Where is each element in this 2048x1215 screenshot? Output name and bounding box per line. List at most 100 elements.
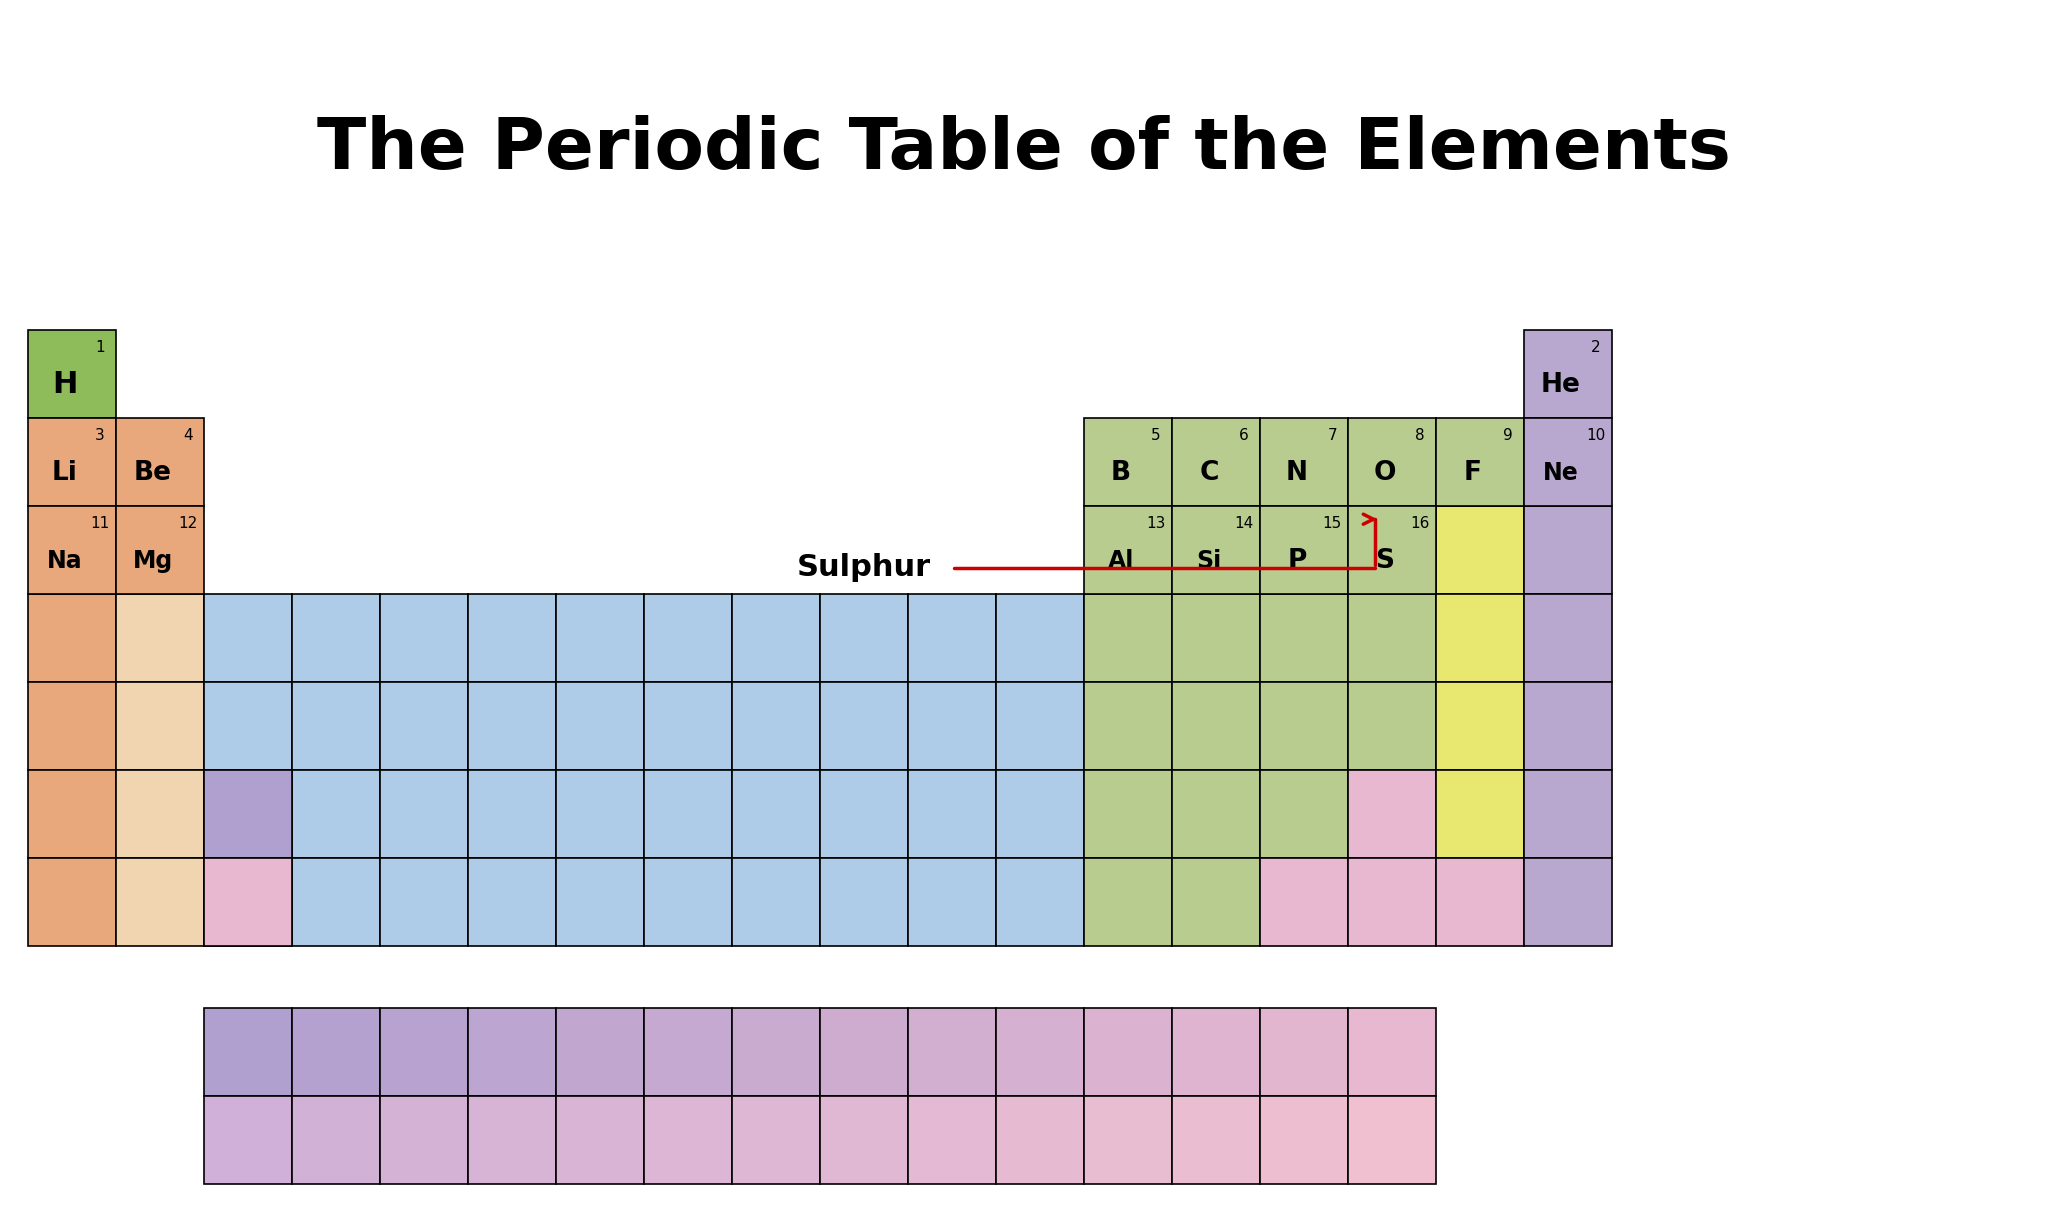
Text: 2: 2 [1591, 340, 1602, 355]
Bar [1436, 770, 1524, 858]
Text: Mg: Mg [133, 548, 174, 572]
Bar [1524, 682, 1612, 770]
Text: B: B [1110, 459, 1130, 486]
Text: Al: Al [1108, 548, 1135, 572]
Bar [907, 594, 995, 682]
Bar [643, 682, 731, 770]
Bar [995, 770, 1083, 858]
Bar [995, 1007, 1083, 1096]
Bar [1171, 770, 1260, 858]
Text: He: He [1540, 372, 1581, 397]
Text: S: S [1376, 548, 1395, 573]
Bar [555, 770, 643, 858]
Bar [1524, 418, 1612, 505]
Bar [1083, 858, 1171, 946]
Bar [1260, 682, 1348, 770]
Bar [205, 1096, 293, 1183]
Text: 11: 11 [90, 516, 111, 531]
Bar [205, 682, 293, 770]
Text: 1: 1 [96, 340, 104, 355]
Text: The Periodic Table of the Elements: The Periodic Table of the Elements [317, 115, 1731, 185]
Bar [907, 682, 995, 770]
Text: Ne: Ne [1542, 460, 1579, 485]
Bar [907, 1007, 995, 1096]
Bar [1083, 1096, 1171, 1183]
Text: Sulphur: Sulphur [797, 553, 932, 582]
Text: 10: 10 [1587, 428, 1606, 443]
Text: Si: Si [1196, 548, 1221, 572]
Bar [731, 1007, 819, 1096]
Bar [117, 418, 205, 505]
Text: Li: Li [51, 459, 78, 486]
Bar [381, 594, 469, 682]
Bar [643, 1096, 731, 1183]
Bar [819, 1007, 907, 1096]
Bar [469, 770, 555, 858]
Bar [117, 505, 205, 594]
Bar [1436, 418, 1524, 505]
Bar [819, 594, 907, 682]
Text: 3: 3 [96, 428, 104, 443]
Bar [117, 594, 205, 682]
Bar [1260, 858, 1348, 946]
Bar [1171, 418, 1260, 505]
Bar [117, 858, 205, 946]
Bar [907, 858, 995, 946]
Bar [1260, 1096, 1348, 1183]
Bar [995, 594, 1083, 682]
Bar [1348, 1007, 1436, 1096]
Text: N: N [1286, 459, 1309, 486]
Text: 4: 4 [184, 428, 193, 443]
Bar [1083, 418, 1171, 505]
Bar [995, 682, 1083, 770]
Bar [1171, 1007, 1260, 1096]
Bar [1083, 770, 1171, 858]
Text: 5: 5 [1151, 428, 1161, 443]
Bar [907, 1096, 995, 1183]
Bar [1524, 330, 1612, 418]
Bar [293, 1096, 381, 1183]
Bar [555, 1096, 643, 1183]
Text: Be: Be [133, 459, 172, 486]
Bar [555, 1007, 643, 1096]
Bar [555, 858, 643, 946]
Bar [731, 858, 819, 946]
Bar [205, 770, 293, 858]
Bar [1348, 418, 1436, 505]
Bar [1083, 594, 1171, 682]
Bar [995, 858, 1083, 946]
Bar [117, 682, 205, 770]
Bar [381, 682, 469, 770]
Bar [29, 594, 117, 682]
Bar [29, 330, 117, 418]
Bar [293, 1007, 381, 1096]
Text: 13: 13 [1147, 516, 1165, 531]
Bar [819, 770, 907, 858]
Bar [643, 858, 731, 946]
Bar [205, 858, 293, 946]
Bar [1436, 858, 1524, 946]
Bar [469, 682, 555, 770]
Bar [995, 1096, 1083, 1183]
Bar [29, 770, 117, 858]
Bar [819, 1096, 907, 1183]
Bar [1083, 505, 1171, 594]
Text: C: C [1200, 459, 1219, 486]
Bar [381, 1007, 469, 1096]
Bar [205, 770, 293, 858]
Bar [731, 594, 819, 682]
Bar [907, 770, 995, 858]
Bar [819, 858, 907, 946]
Bar [731, 1096, 819, 1183]
Bar [1348, 770, 1436, 858]
Bar [1524, 505, 1612, 594]
Bar [1083, 1007, 1171, 1096]
Bar [1171, 594, 1260, 682]
Text: 15: 15 [1323, 516, 1341, 531]
Bar [1260, 505, 1348, 594]
Bar [205, 858, 293, 946]
Bar [1524, 594, 1612, 682]
Bar [1348, 505, 1436, 594]
Text: Na: Na [47, 548, 82, 572]
Text: 7: 7 [1327, 428, 1337, 443]
